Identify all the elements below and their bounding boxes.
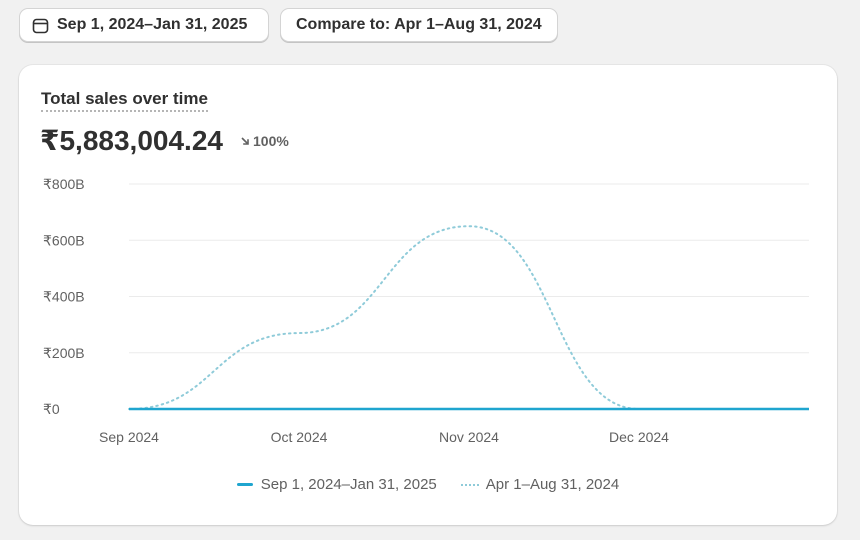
sales-line-chart: ₹0 ₹200B ₹400B ₹600B ₹800B Sep 2024 Oct 2024 No… [43,176,810,445]
date-range-label: Sep 1, 2024–Jan 31, 2025 [57,16,248,33]
x-tick-label: Oct 2024 [271,429,328,445]
change-percent: 100% [253,133,289,149]
legend-swatch-dotted [460,483,479,486]
x-tick-label: Dec 2024 [609,429,669,445]
compare-label: Compare to: Apr 1–Aug 31, 2024 [296,16,542,33]
legend-label-comparison: Apr 1–Aug 31, 2024 [485,476,620,493]
card-title[interactable]: Total sales over time [41,89,208,112]
chart-legend: Sep 1, 2024–Jan 31, 2025 Apr 1–Aug 31, 2… [19,476,837,493]
y-tick-label: ₹200B [43,345,85,361]
change-indicator: 100% [240,133,289,149]
y-tick-label: ₹0 [43,401,60,417]
calendar-icon [32,17,49,34]
compare-button[interactable]: Compare to: Apr 1–Aug 31, 2024 [280,8,558,42]
y-tick-label: ₹800B [43,176,85,192]
y-tick-label: ₹400B [43,289,85,305]
sales-card: Total sales over time ₹5,883,004.24 100%… [19,65,837,525]
x-tick-label: Nov 2024 [439,429,499,445]
legend-item-current[interactable]: Sep 1, 2024–Jan 31, 2025 [236,476,437,493]
series-line-comparison [128,225,810,411]
date-range-button[interactable]: Sep 1, 2024–Jan 31, 2025 [19,8,269,42]
legend-swatch-solid [236,483,253,486]
total-sales-value: ₹5,883,004.24 [40,125,223,156]
x-tick-label: Sep 2024 [99,429,159,445]
legend-item-comparison[interactable]: Apr 1–Aug 31, 2024 [460,476,620,493]
y-tick-label: ₹600B [43,232,85,248]
arrow-down-right-icon [241,137,249,145]
legend-label-current: Sep 1, 2024–Jan 31, 2025 [260,476,437,493]
